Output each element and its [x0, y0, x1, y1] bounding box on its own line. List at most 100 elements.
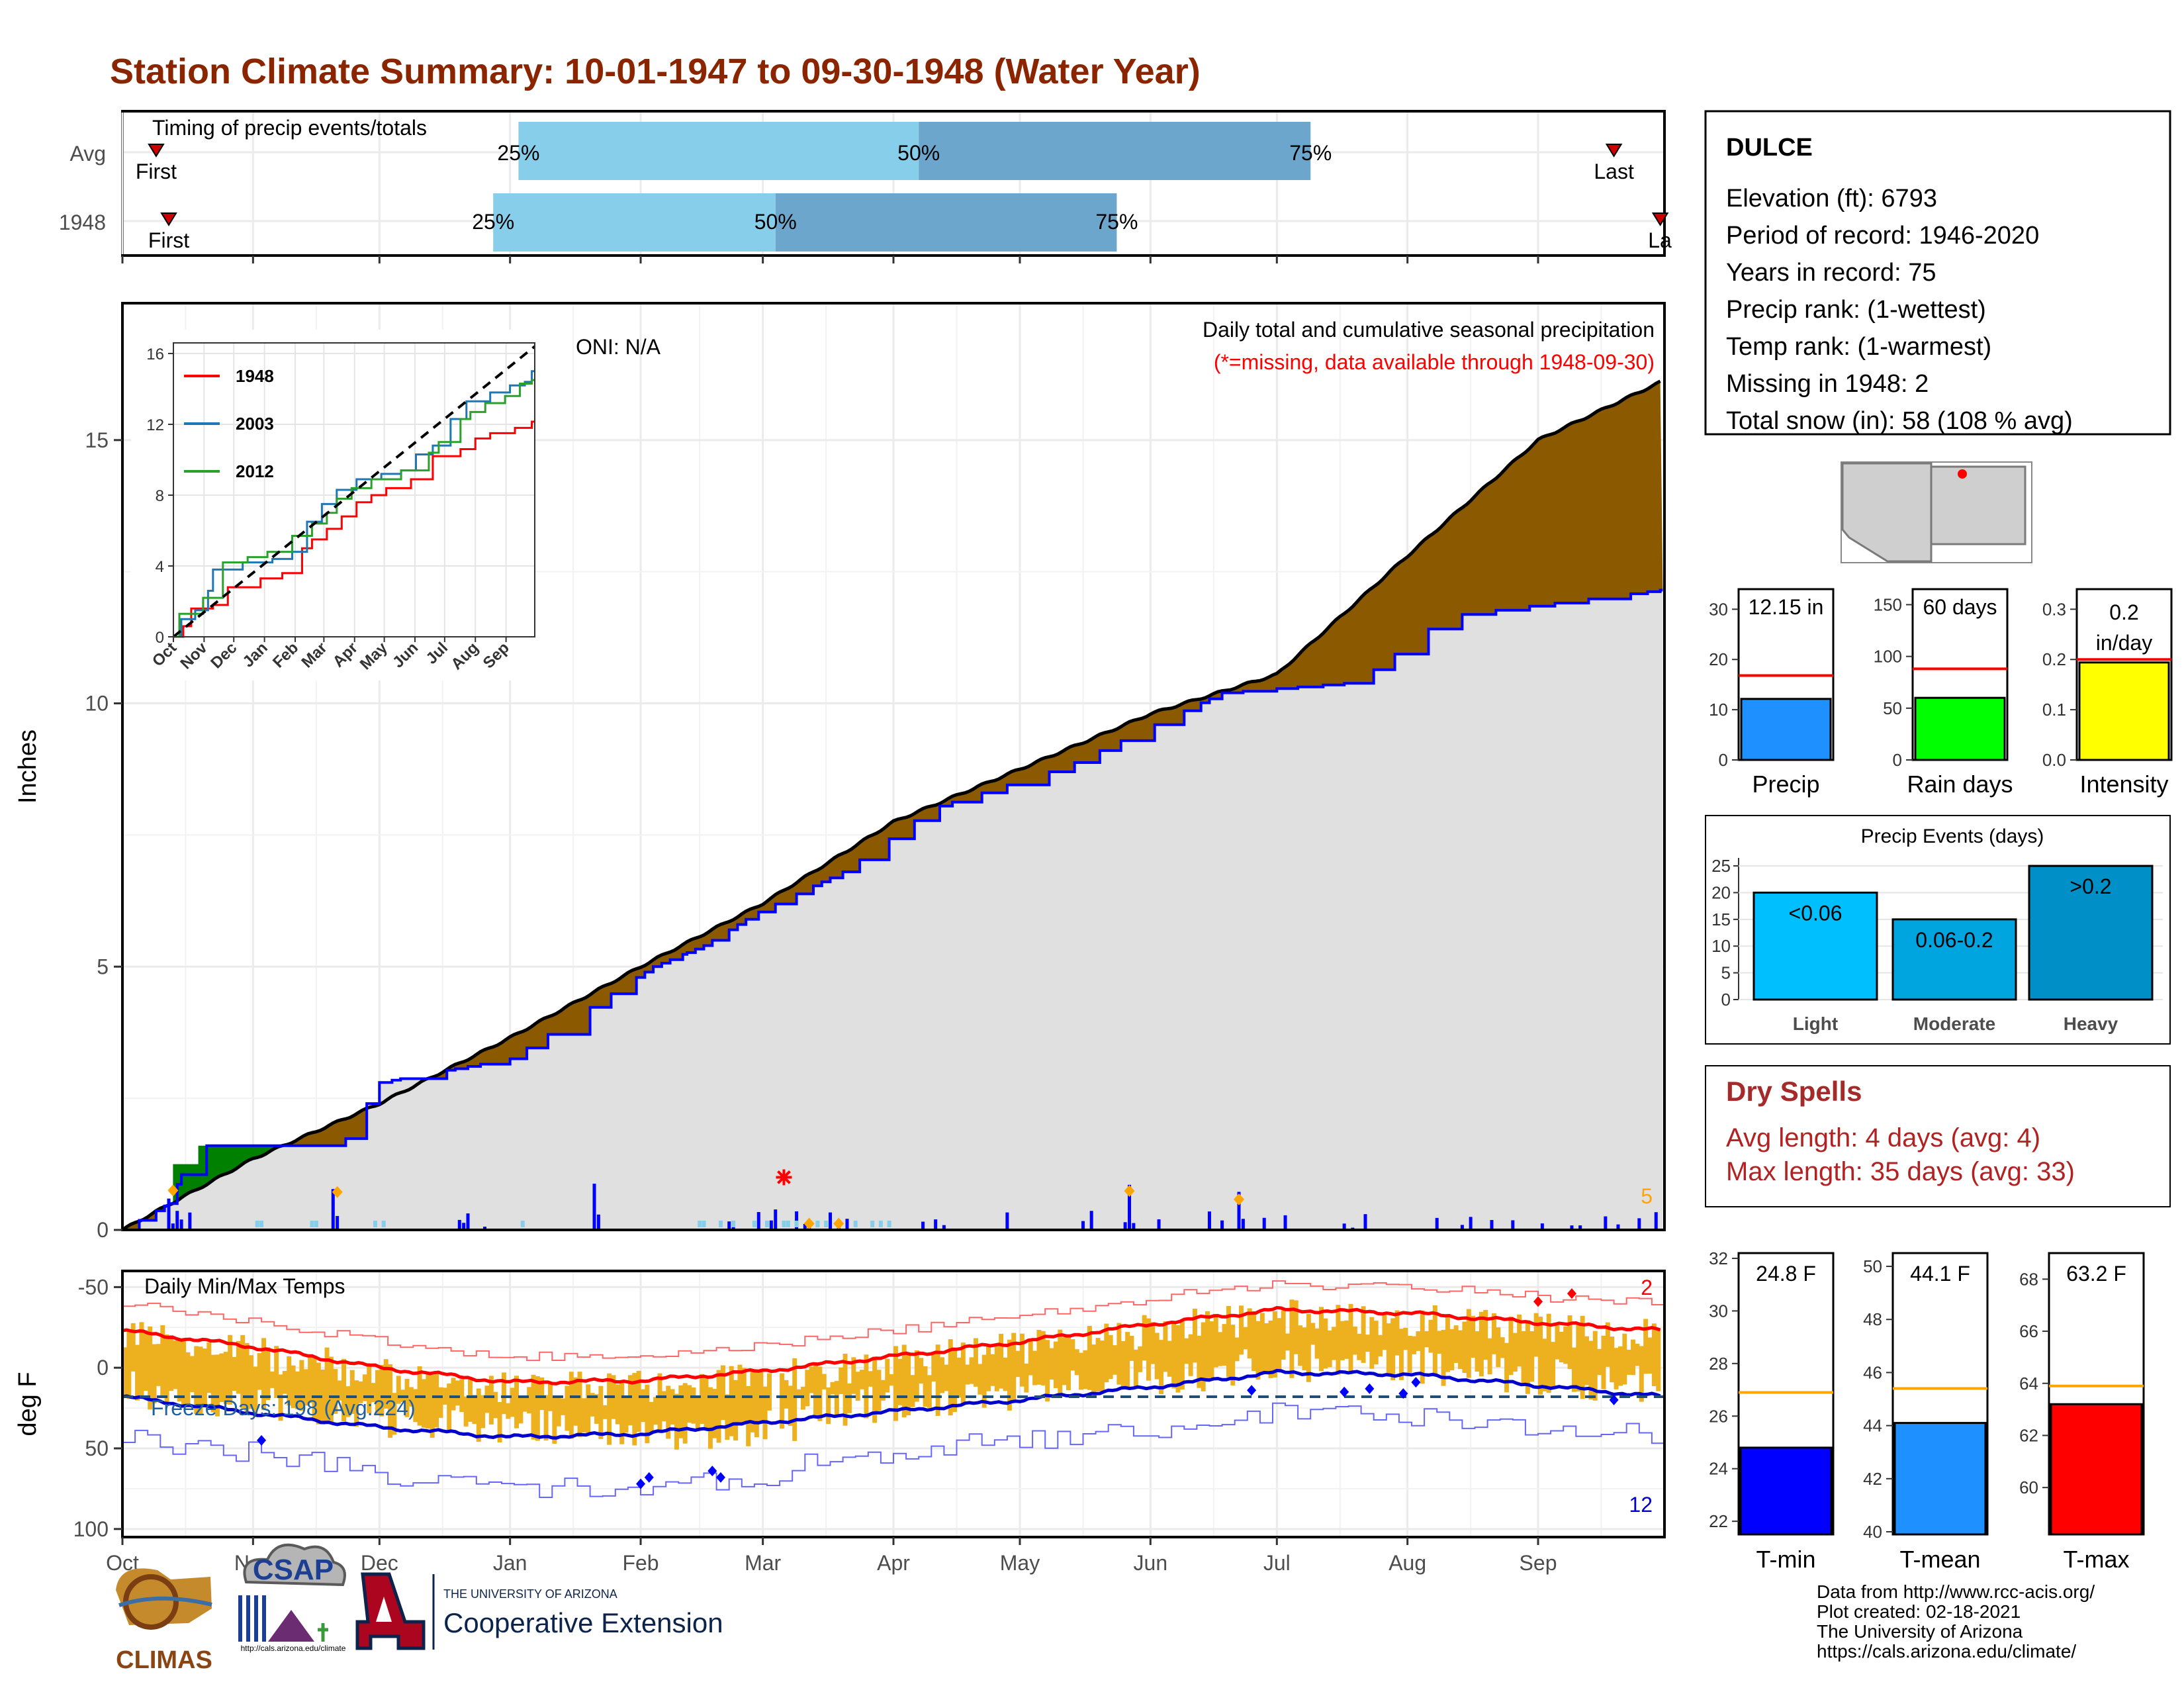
daily-temp-bar [1028, 1338, 1033, 1376]
inset-legend-label: 2012 [236, 461, 274, 481]
daily-temp-bar [1340, 1321, 1345, 1360]
daily-temp-bar [493, 1391, 498, 1419]
daily-temp-bar [632, 1373, 637, 1446]
daily-temp-bar [463, 1396, 469, 1427]
daily-temp-bar [565, 1385, 570, 1431]
station-frame [1704, 110, 2171, 436]
precip-frame [121, 302, 1666, 1231]
daily-temp-bar [1318, 1307, 1324, 1372]
daily-temp-bar [379, 1364, 385, 1417]
daily-temp-bar [741, 1368, 747, 1423]
daily-precip-bar [1283, 1215, 1287, 1230]
daily-temp-bar [468, 1377, 473, 1422]
daily-temp-bar [666, 1385, 671, 1439]
daily-temp-bar [1428, 1319, 1433, 1353]
daily-temp-bar [261, 1338, 267, 1411]
daily-precip-bar [1540, 1223, 1544, 1230]
daily-temp-bar [1567, 1315, 1572, 1370]
daily-temp-bar [535, 1376, 540, 1441]
events-bar-Heavy [2028, 865, 2154, 1001]
daily-temp-bar [1285, 1333, 1291, 1351]
daily-temp-bar [1373, 1321, 1379, 1365]
daily-temp-bar [1361, 1306, 1366, 1363]
footer-logos: CLIMAS CSAP http://cals.arizona.edu/clim… [116, 1543, 723, 1674]
timing-q25-q50-bar [493, 193, 776, 252]
daily-precip-bar [1123, 1222, 1127, 1230]
ua-block-a [355, 1572, 426, 1650]
daily-temp-bar [248, 1355, 253, 1409]
month-label: Jun [1134, 1551, 1168, 1575]
daily-temp-bar [1142, 1315, 1147, 1361]
daily-temp-bar [821, 1374, 827, 1389]
daily-precip-bar [942, 1225, 946, 1230]
ua-logo: THE UNIVERSITY OF ARIZONA Cooperative Ex… [355, 1572, 723, 1650]
daily-precip-bar [1511, 1220, 1515, 1230]
temp-bar-tick-label: 60 [2019, 1477, 2038, 1497]
daily-precip-bar [331, 1189, 335, 1230]
snow-day-marker [255, 1221, 259, 1227]
daily-temp-bar [257, 1353, 262, 1390]
daily-temp-bar [1087, 1325, 1092, 1390]
month-label: Jan [493, 1551, 527, 1575]
daily-temp-bar [472, 1395, 477, 1425]
daily-temp-bar [1437, 1331, 1442, 1354]
daily-temp-bar [362, 1374, 367, 1401]
daily-temp-bar [969, 1357, 974, 1384]
daily-temp-bar [265, 1347, 271, 1400]
daily-temp-bar [1525, 1320, 1530, 1394]
daily-temp-bar [228, 1335, 233, 1405]
station-location-dot [1958, 469, 1967, 479]
daily-temp-bar [901, 1344, 907, 1418]
temp-bar-tick-label: 40 [1863, 1522, 1882, 1542]
daily-temp-bar [809, 1366, 814, 1393]
month-label: Sep [1520, 1551, 1557, 1575]
footer-credits: Data from http://www.rcc-acis.org/Plot c… [1817, 1581, 2095, 1662]
daily-temp-bar [948, 1339, 953, 1416]
daily-temp-bar [1614, 1348, 1619, 1389]
daily-temp-bar [455, 1380, 460, 1406]
daily-temp-bar [480, 1395, 486, 1429]
daily-temp-bar [602, 1405, 608, 1419]
daily-temp-bar [1104, 1323, 1109, 1383]
daily-temp-bar [893, 1346, 898, 1421]
mini-tick-label: 20 [1709, 649, 1728, 669]
daily-temp-bar [780, 1373, 785, 1429]
daily-precip-bar [1637, 1218, 1641, 1230]
last-event-label: La [1648, 228, 1672, 252]
inset-y-tick-label: 12 [146, 416, 164, 434]
daily-temp-bar [1412, 1336, 1416, 1354]
daily-temp-bar [253, 1366, 258, 1417]
ua-line2: Cooperative Extension [443, 1607, 723, 1638]
daily-temp-bar [160, 1325, 165, 1396]
daily-temp-bar [324, 1347, 330, 1423]
daily-temp-bar [426, 1374, 431, 1429]
daily-temp-bar [725, 1394, 730, 1440]
daily-temp-bar [1475, 1331, 1480, 1372]
snow-day-marker [786, 1221, 790, 1227]
daily-temp-bar [767, 1373, 772, 1411]
daily-temp-bar [1332, 1327, 1337, 1360]
heavy-event-marker [803, 1217, 815, 1230]
month-label: Apr [877, 1551, 910, 1575]
daily-temp-bar [1647, 1337, 1653, 1374]
daily-temp-bar [1070, 1339, 1075, 1371]
temp-bar-tick-label: 30 [1709, 1301, 1728, 1321]
inset-legend-label: 1948 [236, 366, 274, 386]
csap-wordmark: CSAP [253, 1554, 334, 1586]
snow-day-marker [853, 1221, 858, 1227]
temp-bar-tick-label: 28 [1709, 1354, 1728, 1374]
temp-bar-tick-label: 68 [2019, 1269, 2038, 1289]
timing-p25-label: 25% [497, 141, 539, 165]
events-bar-Moderate [1891, 918, 2017, 1001]
daily-precip-bar [829, 1212, 833, 1230]
daily-temp-bar [1226, 1305, 1231, 1378]
first-event-label: First [148, 228, 189, 252]
daily-temp-bar [1479, 1311, 1484, 1377]
events-bar-label: >0.2 [2070, 874, 2111, 898]
mini-tick-label: 0.1 [2042, 700, 2066, 720]
daily-temp-bar [518, 1395, 523, 1424]
dry-spells-max: Max length: 35 days (avg: 33) [1726, 1157, 2075, 1186]
daily-temp-bar [712, 1389, 717, 1438]
daily-precip-bar [1460, 1225, 1464, 1230]
daily-temp-bar [1643, 1319, 1649, 1374]
